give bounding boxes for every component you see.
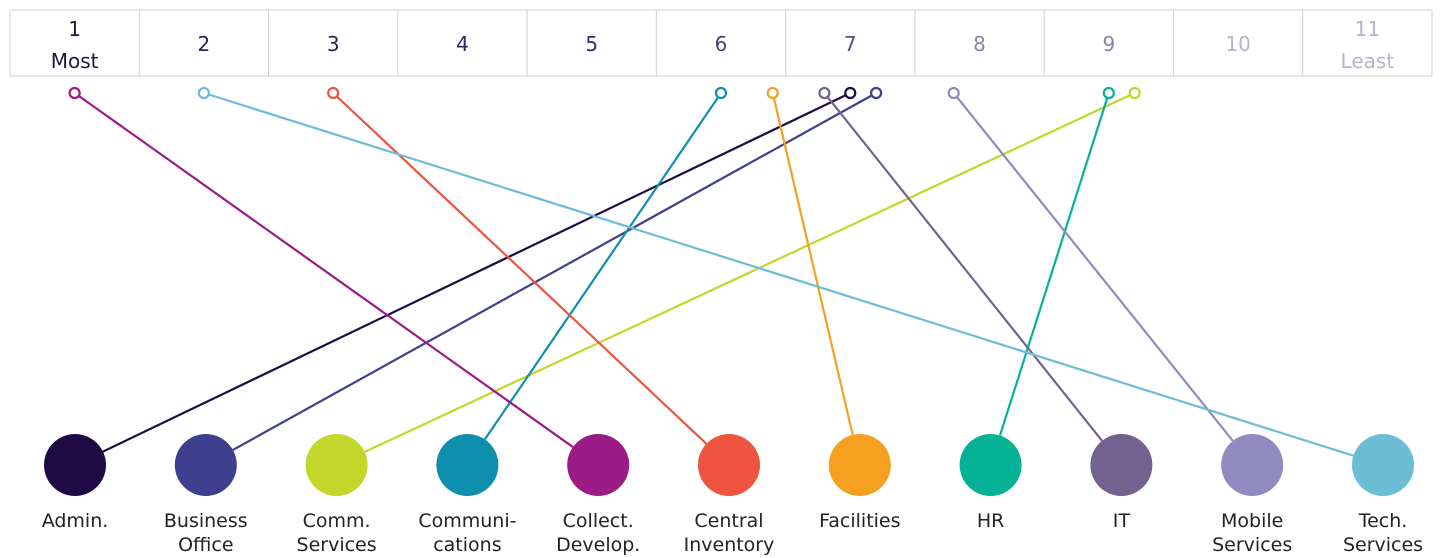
category-dot bbox=[1352, 434, 1414, 496]
category-label: Services bbox=[1212, 534, 1292, 556]
rank-axis-frame bbox=[9, 9, 1433, 77]
rank-number: 5 bbox=[585, 32, 598, 56]
rank-marker bbox=[68, 86, 81, 100]
category-label: Business bbox=[164, 510, 248, 532]
rank-number: 11 bbox=[1355, 17, 1380, 41]
category-label: HR bbox=[977, 510, 1005, 532]
connector-line bbox=[102, 92, 851, 453]
category-label: Inventory bbox=[684, 534, 775, 556]
category-dot bbox=[436, 434, 499, 496]
rank-number: 6 bbox=[715, 32, 728, 56]
category-label: Communi- bbox=[418, 510, 516, 532]
category-label: Central bbox=[694, 510, 763, 532]
category-dot bbox=[828, 434, 891, 496]
rank-extreme-label: Most bbox=[51, 49, 99, 73]
rank-marker bbox=[1102, 86, 1115, 100]
category-labels: Admin. BusinessOfficeComm.ServicesCommuni… bbox=[42, 510, 1423, 556]
connector-line bbox=[332, 92, 708, 445]
rank-marker bbox=[766, 86, 779, 100]
connector-line bbox=[232, 92, 877, 451]
connector-line bbox=[771, 92, 854, 436]
category-label: Services bbox=[1343, 534, 1423, 556]
rank-marker bbox=[714, 86, 728, 100]
rank-marker bbox=[870, 86, 883, 100]
category-label: Collect. bbox=[563, 510, 634, 532]
rank-extreme-label: Least bbox=[1341, 49, 1395, 73]
rank-number: 9 bbox=[1102, 32, 1115, 56]
rank-number: 3 bbox=[327, 32, 340, 56]
category-label: Develop. bbox=[556, 534, 640, 556]
rank-marker bbox=[327, 86, 340, 100]
connector-line bbox=[483, 92, 722, 441]
connector-lines bbox=[73, 91, 1354, 457]
rank-marker bbox=[197, 86, 211, 100]
category-label: cations bbox=[433, 534, 501, 556]
connector-line bbox=[203, 91, 1354, 457]
rank-number: 7 bbox=[844, 32, 857, 56]
connector-line bbox=[998, 92, 1110, 436]
category-label: Services bbox=[297, 534, 377, 556]
category-dot bbox=[1090, 434, 1153, 496]
connector-line bbox=[823, 92, 1103, 442]
rank-marker bbox=[818, 86, 831, 100]
rank-number: 4 bbox=[456, 32, 469, 56]
category-dot bbox=[698, 434, 760, 496]
rank-number: 10 bbox=[1225, 32, 1250, 56]
category-dot bbox=[959, 434, 1022, 496]
category-label: IT bbox=[1113, 510, 1131, 532]
rank-axis: 1 Most 2 3 4 5 6 7 8 9 10 11 Least bbox=[9, 9, 1433, 77]
connector-line bbox=[952, 92, 1234, 442]
category-dot bbox=[44, 434, 106, 496]
connector-line bbox=[73, 92, 574, 448]
category-label: Tech. bbox=[1358, 510, 1408, 532]
category-label: Mobile bbox=[1221, 510, 1283, 532]
rank-marker bbox=[947, 86, 960, 100]
rank-number: 1 bbox=[68, 17, 81, 41]
category-label: Admin. bbox=[42, 510, 109, 532]
category-dot bbox=[1221, 434, 1284, 496]
rank-number: 2 bbox=[198, 32, 211, 56]
category-dot bbox=[305, 434, 368, 496]
category-label: Comm. bbox=[303, 510, 371, 532]
category-dot bbox=[174, 434, 237, 496]
rank-number: 8 bbox=[973, 32, 986, 56]
connector-line bbox=[364, 92, 1136, 453]
rank-marker bbox=[1128, 86, 1141, 100]
category-dots bbox=[44, 86, 1414, 496]
rank-marker bbox=[844, 86, 857, 100]
category-label: Facilities bbox=[819, 510, 900, 532]
category-dot bbox=[567, 434, 630, 496]
category-label: Office bbox=[178, 534, 233, 556]
